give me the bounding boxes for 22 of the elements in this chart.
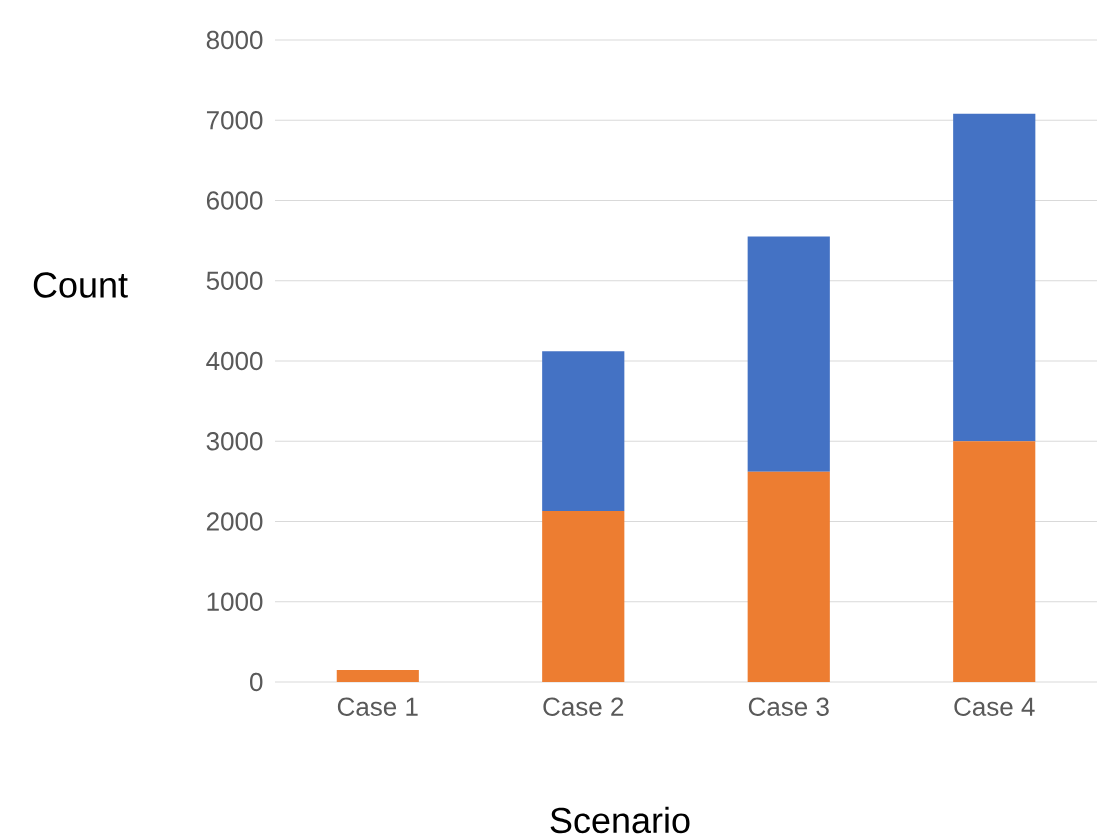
bar [747, 236, 830, 472]
y-tick-label: 0 [250, 672, 263, 692]
bar [336, 669, 419, 682]
y-tick-label: 1000 [207, 592, 263, 611]
y-tick-label: 8000 [206, 30, 263, 50]
bar [542, 511, 625, 682]
bar [747, 471, 830, 682]
bar [953, 113, 1036, 442]
x-tick-label: Case 4 [954, 697, 1035, 716]
y-tick-label: 7000 [206, 111, 263, 130]
y-tick-label: 4000 [206, 351, 263, 371]
y-tick-label: 3000 [206, 432, 263, 451]
bar [953, 441, 1036, 682]
x-tick-label: Case 3 [748, 697, 829, 716]
y-tick-label: 6000 [206, 191, 263, 210]
y-tick-label: 5000 [206, 271, 263, 290]
x-tick-label: Case 2 [543, 697, 624, 716]
y-axis-title: Count [33, 272, 128, 298]
x-axis-title: Scenario [550, 806, 690, 834]
x-tick-label: Case 1 [337, 697, 418, 716]
bar [542, 351, 625, 512]
y-tick-label: 2000 [206, 512, 263, 531]
